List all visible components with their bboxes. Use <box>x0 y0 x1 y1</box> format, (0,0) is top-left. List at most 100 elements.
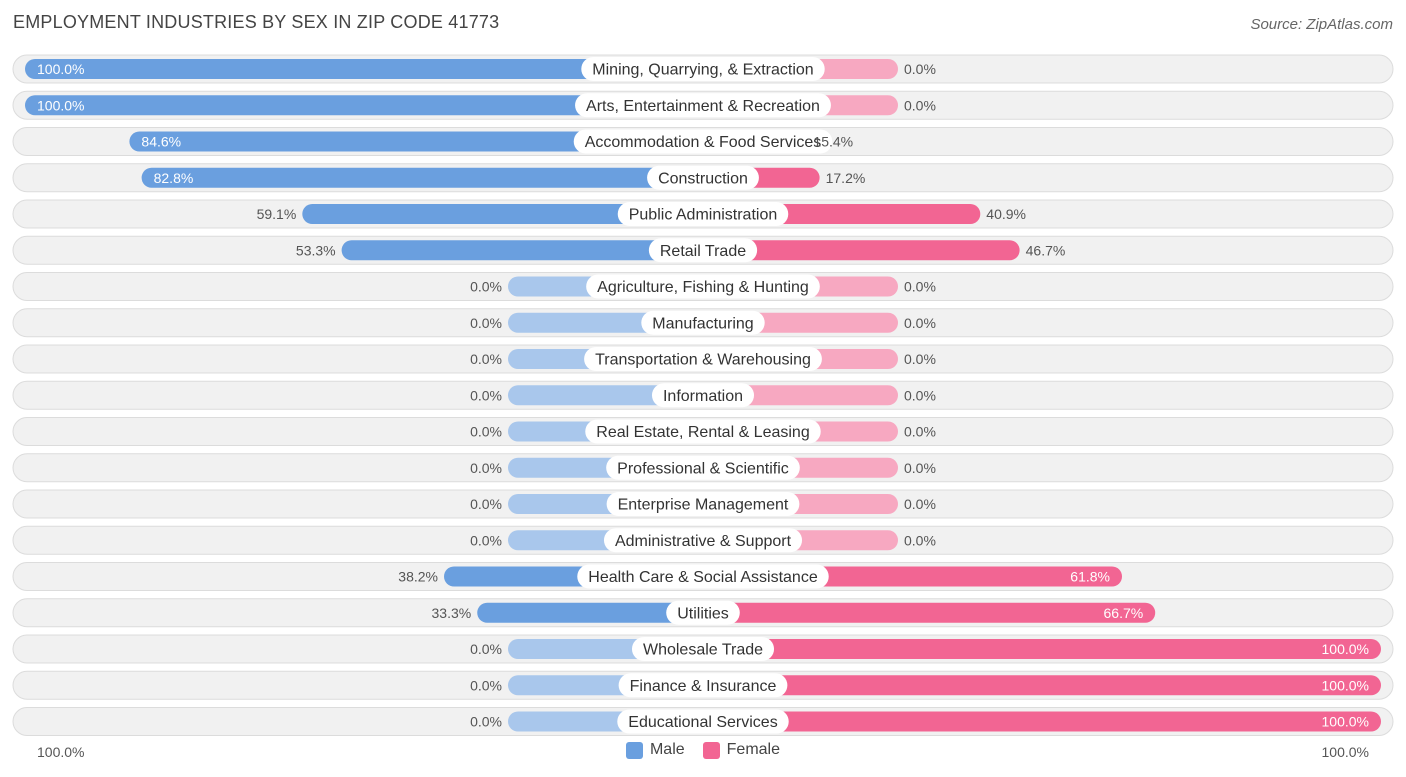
female-value-label: 0.0% <box>904 387 936 403</box>
female-value-label: 66.7% <box>1104 605 1144 621</box>
category-label-pill <box>617 202 789 226</box>
female-value-label: 0.0% <box>904 532 936 548</box>
male-value-label: 0.0% <box>470 496 502 512</box>
category-label: Information <box>663 388 743 405</box>
category-label-pill <box>606 492 800 516</box>
female-value-label: 100.0% <box>1322 641 1369 657</box>
category-label: Enterprise Management <box>618 497 789 514</box>
male-bar <box>129 131 704 152</box>
category-label: Manufacturing <box>652 315 753 332</box>
male-value-label: 53.3% <box>296 242 336 258</box>
male-bar <box>302 204 703 224</box>
female-value-label: 15.4% <box>813 134 853 150</box>
category-label: Public Administration <box>629 207 778 224</box>
category-label: Wholesale Trade <box>643 642 763 659</box>
male-value-label: 0.0% <box>470 460 502 476</box>
category-label: Construction <box>658 170 748 187</box>
female-value-label: 61.8% <box>1070 569 1110 585</box>
category-label-pill <box>585 419 821 444</box>
category-label: Real Estate, Rental & Leasing <box>596 424 809 441</box>
category-label-pill <box>648 238 758 263</box>
category-label-pill <box>581 57 825 81</box>
category-label: Utilities <box>677 605 729 622</box>
female-value-label: 0.0% <box>904 97 936 113</box>
male-value-label: 0.0% <box>470 351 502 367</box>
category-label-pill <box>577 564 829 589</box>
category-label-pill <box>617 709 789 734</box>
male-bar <box>25 95 703 116</box>
legend: Male Female <box>0 741 1406 759</box>
female-bar <box>703 675 1381 696</box>
legend-item-female: Female <box>702 741 781 759</box>
legend-swatch-male <box>625 741 643 759</box>
male-value-label: 100.0% <box>37 61 84 77</box>
male-value-label: 84.6% <box>141 134 181 150</box>
male-value-label: 100.0% <box>37 97 84 113</box>
male-value-label: 0.0% <box>470 424 502 440</box>
category-label: Health Care & Social Assistance <box>588 569 818 586</box>
category-label-pill <box>575 93 831 118</box>
male-bar <box>477 602 703 623</box>
male-value-label: 38.2% <box>398 569 438 585</box>
legend-label-female: Female <box>726 741 781 758</box>
female-value-label: 40.9% <box>986 206 1026 222</box>
chart: Mining, Quarrying, & Extraction 100.0% 0.0… <box>12 54 1394 736</box>
category-label: Arts, Entertainment & Recreation <box>586 98 820 115</box>
category-label: Professional & Scientific <box>617 460 789 477</box>
female-value-label: 0.0% <box>904 61 936 77</box>
male-bar <box>141 167 704 188</box>
category-label-pill <box>618 673 788 698</box>
category-label-pill <box>603 528 803 553</box>
female-value-label: 0.0% <box>904 279 936 295</box>
female-bar <box>703 240 1020 261</box>
female-value-label: 100.0% <box>1322 714 1369 730</box>
male-value-label: 0.0% <box>470 532 502 548</box>
source-label: Source: ZipAtlas.com <box>1250 16 1393 33</box>
category-label: Agriculture, Fishing & Hunting <box>597 279 809 296</box>
male-value-label: 33.3% <box>432 605 472 621</box>
legend-item-male: Male <box>625 741 685 759</box>
male-value-label: 0.0% <box>470 714 502 730</box>
category-label-pill <box>573 129 833 154</box>
legend-swatch-female <box>702 741 720 759</box>
category-label-pill <box>647 165 759 190</box>
category-label: Finance & Insurance <box>630 678 777 695</box>
category-label-pill <box>606 455 800 480</box>
female-value-label: 0.0% <box>904 460 936 476</box>
category-label: Educational Services <box>628 714 777 731</box>
female-value-label: 0.0% <box>904 315 936 331</box>
female-value-label: 100.0% <box>1322 677 1369 693</box>
female-bar <box>703 602 1156 623</box>
category-label: Retail Trade <box>660 243 746 260</box>
male-value-label: 0.0% <box>470 279 502 295</box>
category-label-pill <box>631 637 775 661</box>
category-label-pill <box>584 347 822 371</box>
female-value-label: 17.2% <box>826 170 866 186</box>
male-bar <box>341 240 703 261</box>
axis-right-label: 100.0% <box>1321 744 1369 760</box>
category-label: Transportation & Warehousing <box>595 352 811 369</box>
male-bar <box>25 59 703 79</box>
legend-label-male: Male <box>649 741 685 758</box>
female-value-label: 0.0% <box>904 496 936 512</box>
male-value-label: 59.1% <box>257 206 297 222</box>
female-bar <box>703 639 1381 659</box>
female-bar <box>703 711 1381 732</box>
category-label-pill <box>666 600 740 625</box>
axis-left-label: 100.0% <box>37 744 85 760</box>
female-value-label: 0.0% <box>904 424 936 440</box>
category-label: Mining, Quarrying, & Extraction <box>592 62 813 79</box>
male-value-label: 0.0% <box>470 677 502 693</box>
category-label-pill <box>651 383 755 408</box>
male-value-label: 0.0% <box>470 641 502 657</box>
category-label: Accommodation & Food Services <box>585 134 822 151</box>
category-label-pill <box>641 310 765 335</box>
male-value-label: 0.0% <box>470 315 502 331</box>
category-label-pill <box>586 274 820 299</box>
category-label: Administrative & Support <box>615 533 792 550</box>
male-value-label: 82.8% <box>154 170 194 186</box>
chart-title: EMPLOYMENT INDUSTRIES BY SEX IN ZIP CODE… <box>13 12 500 32</box>
female-value-label: 46.7% <box>1026 242 1066 258</box>
male-value-label: 0.0% <box>470 387 502 403</box>
female-value-label: 0.0% <box>904 351 936 367</box>
